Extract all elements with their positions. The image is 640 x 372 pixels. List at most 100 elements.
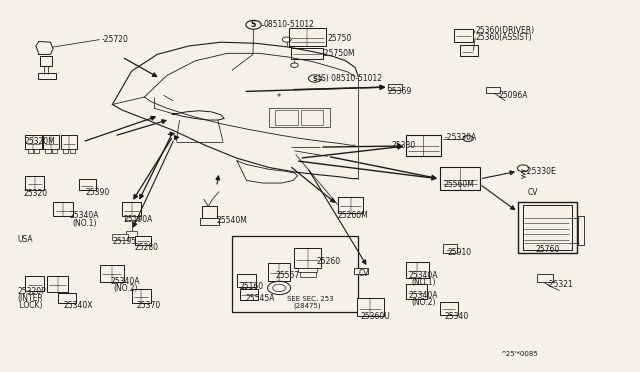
Bar <box>122 202 141 217</box>
Bar <box>537 274 553 282</box>
Text: ^25'*0085: ^25'*0085 <box>500 350 538 356</box>
Text: (NO.1): (NO.1) <box>72 219 97 228</box>
Bar <box>269 108 330 127</box>
Bar <box>444 244 458 253</box>
Text: 08510-51012: 08510-51012 <box>264 20 315 29</box>
Bar <box>523 205 572 250</box>
Bar <box>45 149 51 153</box>
Text: 25540M: 25540M <box>216 216 248 225</box>
Bar <box>43 135 60 149</box>
Bar <box>268 263 290 280</box>
Bar <box>338 197 364 213</box>
Bar <box>406 135 442 156</box>
Text: -25750M: -25750M <box>321 49 355 58</box>
Bar <box>58 294 76 303</box>
Text: 25370: 25370 <box>137 301 161 310</box>
Text: 25560M: 25560M <box>444 180 474 189</box>
Bar <box>100 264 124 282</box>
Text: 25369: 25369 <box>387 87 412 96</box>
Bar <box>461 45 478 56</box>
Bar <box>135 235 152 244</box>
Text: *: * <box>276 93 280 102</box>
Text: LOCK): LOCK) <box>17 301 43 310</box>
Text: SEE SEC. 253: SEE SEC. 253 <box>287 296 333 302</box>
Text: CV: CV <box>527 188 538 197</box>
Bar <box>406 284 427 299</box>
Text: 25360(DRIVER): 25360(DRIVER) <box>475 26 534 35</box>
Text: -25321: -25321 <box>547 280 573 289</box>
Text: 25320M: 25320M <box>25 137 56 146</box>
Text: USA: USA <box>17 235 33 244</box>
Bar <box>25 135 42 149</box>
Text: 25545A: 25545A <box>245 294 275 303</box>
Text: CV: CV <box>358 269 369 278</box>
Bar <box>240 289 258 300</box>
Bar <box>52 149 57 153</box>
Bar <box>354 267 368 274</box>
Text: 25320: 25320 <box>23 189 47 198</box>
Text: -25330A: -25330A <box>445 133 477 142</box>
Bar <box>70 149 75 153</box>
Bar <box>232 236 358 312</box>
Bar <box>200 218 219 225</box>
Text: (INTER: (INTER <box>17 294 43 303</box>
Text: 25320P: 25320P <box>17 287 46 296</box>
Bar <box>61 135 77 149</box>
Text: 25340A: 25340A <box>408 271 438 280</box>
Text: -25720: -25720 <box>102 35 129 44</box>
Text: (28475): (28475) <box>293 302 321 309</box>
Bar <box>47 276 68 292</box>
Text: 25096A: 25096A <box>499 92 528 100</box>
Bar <box>406 262 429 278</box>
Bar <box>34 149 39 153</box>
Text: 25390: 25390 <box>86 188 110 197</box>
Text: 25750: 25750 <box>327 34 351 43</box>
Text: 25260M: 25260M <box>338 211 369 220</box>
Bar <box>294 248 321 268</box>
Bar <box>578 216 584 245</box>
Text: 25190A: 25190A <box>124 215 154 224</box>
Bar <box>63 149 68 153</box>
Bar <box>53 202 74 216</box>
Bar <box>301 110 323 125</box>
Text: 25360(ASSIST): 25360(ASSIST) <box>475 33 532 42</box>
Bar <box>132 289 151 303</box>
Bar <box>237 274 256 287</box>
Bar <box>440 167 479 190</box>
Text: 25330: 25330 <box>392 141 416 150</box>
Bar <box>125 217 139 220</box>
Bar <box>28 149 33 153</box>
Text: 25340A: 25340A <box>69 211 99 220</box>
Bar <box>440 302 458 315</box>
Bar <box>113 234 128 240</box>
Bar <box>126 231 138 237</box>
Bar <box>291 48 323 59</box>
Bar <box>300 272 316 277</box>
Bar <box>388 84 403 90</box>
Text: 25280: 25280 <box>135 243 159 251</box>
Text: 25760: 25760 <box>536 245 560 254</box>
Bar <box>25 176 44 190</box>
Bar <box>454 29 473 42</box>
Bar <box>289 28 326 46</box>
Bar <box>518 202 577 253</box>
Text: 25160: 25160 <box>239 282 264 291</box>
Text: 25260: 25260 <box>317 257 341 266</box>
Text: 25340: 25340 <box>445 312 468 321</box>
Text: -25330E: -25330E <box>524 167 556 176</box>
Bar <box>25 276 44 291</box>
Bar <box>79 179 96 190</box>
Bar <box>486 87 500 93</box>
Text: (NO.1): (NO.1) <box>412 278 436 287</box>
Text: 25340A: 25340A <box>408 291 438 300</box>
Text: 25360U: 25360U <box>360 312 390 321</box>
Text: 25910: 25910 <box>448 248 472 257</box>
Bar <box>275 110 298 125</box>
Bar <box>40 56 52 65</box>
Bar <box>357 298 384 317</box>
Text: 25195: 25195 <box>113 237 136 246</box>
Text: 25340A: 25340A <box>111 277 140 286</box>
Text: S: S <box>251 20 256 29</box>
Bar <box>38 73 56 79</box>
Text: 25567: 25567 <box>275 271 300 280</box>
